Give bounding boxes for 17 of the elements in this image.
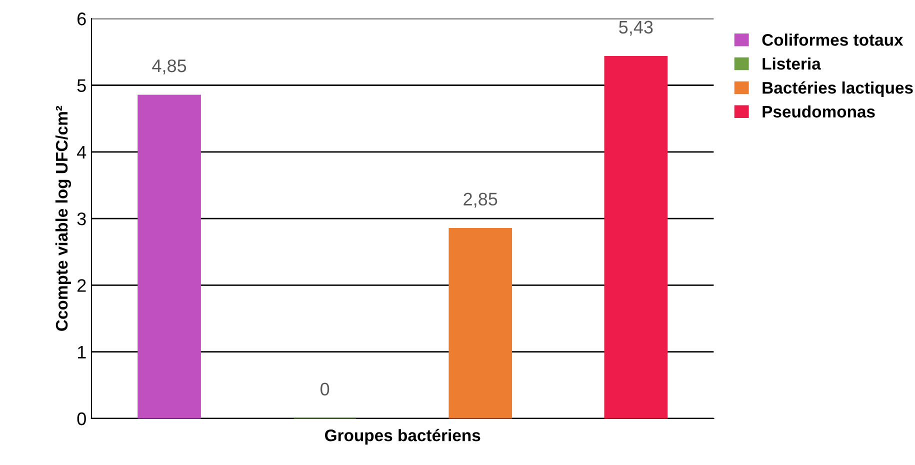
data-label: 2,85 <box>464 192 498 208</box>
legend-label: Pseudomonas <box>762 105 875 118</box>
y-axis-title: Ccompte viable log UFC/cm² <box>55 106 72 331</box>
y-tick-label: 5 <box>77 79 86 92</box>
y-tick-label: 6 <box>78 12 86 26</box>
y-tick-label: 0 <box>77 412 86 426</box>
y-tick-label: 3 <box>77 212 86 226</box>
x-axis-title: Groupes bactériens <box>325 428 480 445</box>
data-label: 4,85 <box>152 59 186 74</box>
legend-label: Coliformes totaux <box>762 34 904 46</box>
data-label: 5,43 <box>619 20 653 36</box>
data-label: 0 <box>320 382 330 396</box>
y-tick-label: 2 <box>78 279 86 292</box>
legend-label: Listeria <box>762 57 821 70</box>
y-tick-label: 1 <box>78 346 86 358</box>
legend-label: Bactéries lactiques <box>762 81 913 98</box>
y-tick-label: 4 <box>77 146 86 158</box>
